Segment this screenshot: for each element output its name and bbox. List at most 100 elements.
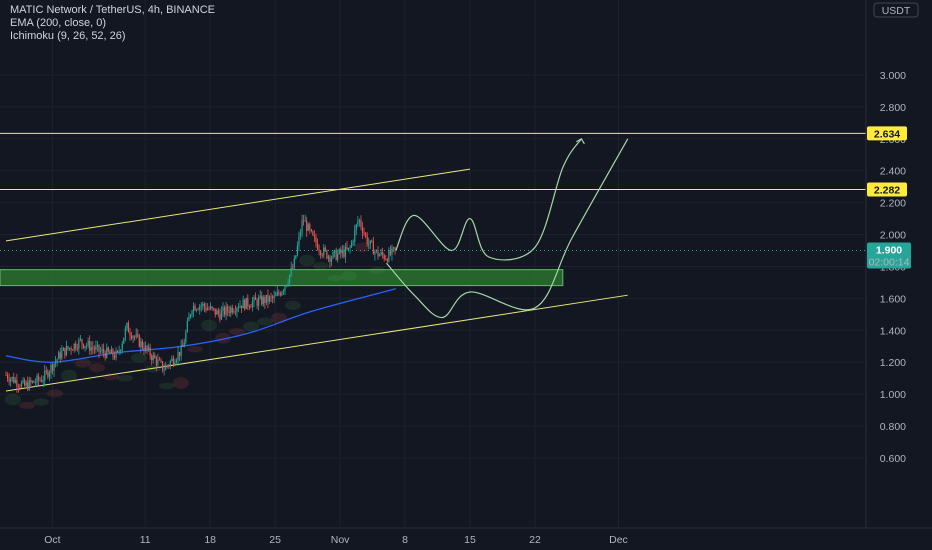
candle-body[interactable]: [185, 331, 187, 343]
candle-body[interactable]: [61, 350, 63, 359]
candle-body[interactable]: [189, 314, 192, 317]
candle-body[interactable]: [273, 295, 275, 299]
candle-body[interactable]: [344, 247, 347, 257]
candle-body[interactable]: [143, 348, 145, 352]
candle-body[interactable]: [213, 308, 215, 309]
candle-body[interactable]: [129, 332, 131, 336]
candle-body[interactable]: [250, 307, 252, 308]
candle-body[interactable]: [68, 348, 71, 349]
candle-body[interactable]: [341, 249, 343, 254]
candle-body[interactable]: [194, 305, 196, 311]
candle-body[interactable]: [115, 350, 117, 359]
candle-body[interactable]: [17, 386, 19, 388]
candle-body[interactable]: [358, 219, 360, 222]
candle-body[interactable]: [245, 297, 247, 309]
candle-body[interactable]: [262, 297, 264, 305]
candle-body[interactable]: [259, 295, 261, 299]
candle-body[interactable]: [155, 358, 157, 365]
candle-body[interactable]: [247, 297, 249, 307]
candle-body[interactable]: [151, 356, 153, 361]
candle-body[interactable]: [377, 249, 379, 257]
candle-body[interactable]: [264, 297, 266, 303]
candle-body[interactable]: [299, 232, 302, 237]
candle-body[interactable]: [310, 229, 312, 232]
candle-body[interactable]: [78, 339, 80, 349]
candle-body[interactable]: [168, 365, 170, 367]
candle-body[interactable]: [231, 307, 233, 313]
candle-body[interactable]: [36, 375, 38, 383]
candle-body[interactable]: [11, 376, 13, 379]
candle-body[interactable]: [361, 226, 364, 234]
candle-body[interactable]: [332, 251, 334, 259]
candle-body[interactable]: [103, 349, 105, 353]
candle-body[interactable]: [24, 379, 26, 386]
candle-body[interactable]: [165, 365, 167, 370]
candle-body[interactable]: [324, 247, 326, 251]
candle-body[interactable]: [321, 254, 323, 256]
candle-body[interactable]: [369, 240, 371, 244]
candle-body[interactable]: [8, 378, 10, 382]
candle-body[interactable]: [203, 303, 205, 307]
candle-body[interactable]: [223, 307, 226, 315]
candle-body[interactable]: [117, 350, 119, 352]
candle-body[interactable]: [351, 241, 353, 248]
upper-trend-line[interactable]: [5, 168, 471, 242]
candle-body[interactable]: [56, 359, 58, 362]
candle-body[interactable]: [318, 249, 320, 252]
candle-body[interactable]: [304, 220, 306, 222]
candle-body[interactable]: [41, 380, 43, 382]
candle-body[interactable]: [39, 380, 41, 381]
candle-body[interactable]: [180, 345, 182, 356]
candle-body[interactable]: [346, 247, 348, 250]
candle-body[interactable]: [206, 308, 209, 311]
candle-body[interactable]: [309, 224, 311, 230]
candle-body[interactable]: [16, 379, 18, 387]
candle-body[interactable]: [251, 301, 254, 308]
support-zone-rect[interactable]: [0, 269, 564, 287]
candle-body[interactable]: [179, 351, 181, 356]
candle-body[interactable]: [31, 381, 33, 383]
candle-body[interactable]: [183, 342, 185, 347]
candle-body[interactable]: [343, 249, 345, 257]
candle-body[interactable]: [278, 292, 280, 294]
candle-body[interactable]: [265, 294, 267, 303]
candle-body[interactable]: [166, 365, 168, 367]
candle-body[interactable]: [216, 310, 218, 315]
candle-body[interactable]: [67, 346, 69, 349]
candle-body[interactable]: [385, 259, 387, 260]
candle-body[interactable]: [285, 284, 288, 287]
candle-body[interactable]: [144, 345, 147, 352]
candle-body[interactable]: [290, 267, 292, 275]
candle-body[interactable]: [241, 305, 243, 309]
candle-body[interactable]: [214, 308, 216, 315]
candle-body[interactable]: [378, 254, 381, 257]
candle-body[interactable]: [48, 372, 50, 377]
candle-body[interactable]: [50, 364, 52, 373]
candle-body[interactable]: [256, 299, 258, 306]
candle-body[interactable]: [313, 235, 316, 237]
candle-body[interactable]: [211, 306, 213, 309]
candle-body[interactable]: [64, 347, 66, 356]
candle-body[interactable]: [175, 360, 178, 363]
candle-body[interactable]: [84, 346, 86, 348]
candle-body[interactable]: [177, 351, 179, 361]
candle-body[interactable]: [101, 349, 103, 351]
candle-body[interactable]: [208, 308, 210, 310]
candle-body[interactable]: [152, 354, 154, 361]
candle-body[interactable]: [276, 292, 278, 296]
candle-body[interactable]: [182, 345, 184, 347]
candle-body[interactable]: [386, 259, 388, 262]
projection-curve[interactable]: [386, 138, 629, 319]
candle-body[interactable]: [202, 303, 204, 306]
candle-body[interactable]: [248, 306, 250, 308]
candle-body[interactable]: [389, 250, 391, 255]
candle-body[interactable]: [230, 307, 232, 313]
candle-body[interactable]: [334, 250, 336, 252]
candle-body[interactable]: [352, 241, 354, 243]
candle-body[interactable]: [354, 229, 356, 242]
candle-body[interactable]: [157, 359, 159, 365]
candle-body[interactable]: [382, 252, 384, 256]
candle-body[interactable]: [14, 379, 16, 383]
candle-body[interactable]: [148, 347, 150, 350]
